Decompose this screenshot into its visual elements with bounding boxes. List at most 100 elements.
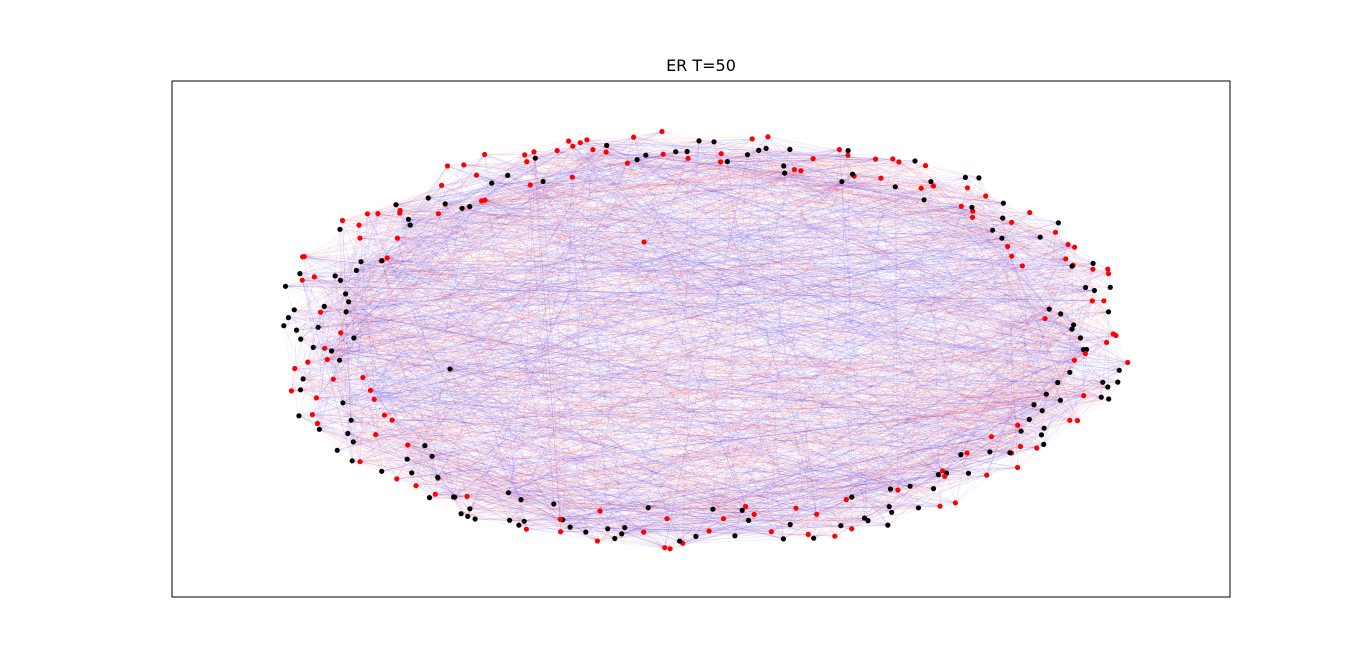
graph-edge — [834, 222, 1012, 537]
graph-edge — [783, 386, 1108, 540]
graph-edge — [314, 276, 571, 528]
graph-edge — [327, 212, 1030, 360]
graph-node-black — [604, 142, 610, 148]
graph-edge — [346, 311, 1044, 445]
graph-edge — [569, 149, 791, 528]
graph-edge — [391, 138, 753, 421]
graph-edge — [783, 165, 1073, 267]
graph-edge — [560, 210, 973, 520]
graph-edge — [351, 419, 601, 512]
graph-edge — [1002, 217, 1095, 291]
graph-edge — [520, 181, 843, 500]
graph-node-black — [285, 315, 291, 321]
graph-edge — [356, 270, 598, 542]
nodes-layer — [281, 128, 1131, 552]
graph-edge — [299, 246, 1075, 274]
graph-edge — [307, 361, 1018, 468]
graph-edge — [745, 476, 945, 507]
graph-node-red — [367, 387, 374, 393]
graph-edge — [524, 436, 992, 522]
graph-edge — [340, 145, 573, 281]
graph-edge — [961, 206, 1047, 395]
graph-edge — [298, 415, 439, 479]
graph-edge — [475, 518, 563, 521]
graph-edge — [813, 158, 894, 539]
graph-edge — [568, 140, 911, 487]
graph-edge — [508, 492, 561, 520]
graph-edge — [637, 159, 1075, 248]
graph-edge — [444, 203, 587, 533]
graph-edge — [467, 474, 987, 517]
graph-edge — [347, 433, 939, 475]
graph-edge — [507, 175, 571, 528]
graph-edge — [723, 149, 791, 519]
graph-edge — [509, 518, 724, 521]
graph-edge — [508, 207, 973, 493]
graph-edge — [370, 390, 1084, 396]
graph-edge — [741, 188, 922, 511]
graph-node-black — [425, 195, 431, 201]
graph-edge — [314, 276, 852, 530]
graph-edge — [438, 175, 508, 214]
graph-edge — [296, 184, 531, 331]
graph-node-black — [711, 139, 717, 145]
graph-edge — [839, 149, 1038, 449]
graph-edge — [712, 181, 843, 510]
graph-edge — [432, 335, 1116, 457]
graph-edge — [800, 170, 809, 535]
graph-edge — [362, 377, 376, 435]
graph-edge — [914, 160, 1045, 429]
graph-edge — [747, 154, 1061, 315]
graph-edge — [939, 187, 968, 507]
graph-edge — [397, 212, 400, 239]
graph-edge — [682, 404, 1035, 544]
graph-edge — [347, 433, 743, 511]
graph-edge — [335, 264, 1074, 277]
graph-edge — [790, 333, 1114, 525]
graph-edge — [299, 273, 1128, 363]
graph-edge — [1044, 232, 1056, 319]
graph-edge — [1043, 382, 1103, 445]
graph-edge — [358, 224, 680, 542]
graph-edge — [319, 429, 554, 505]
graph-node-black — [346, 299, 352, 305]
graph-edge — [812, 158, 1081, 339]
graph-edge — [367, 213, 1073, 267]
graph-edge — [396, 404, 1035, 480]
graph-edge — [302, 256, 961, 455]
graph-edge — [484, 154, 555, 505]
graph-edge — [633, 137, 743, 511]
graph-edge — [340, 332, 941, 507]
graph-edge — [475, 360, 1075, 520]
graph-edge — [524, 154, 724, 519]
graph-edge — [467, 496, 622, 535]
graph-edge — [813, 507, 919, 539]
graph-edge — [606, 138, 753, 146]
graph-node-black — [447, 366, 453, 372]
graph-edge — [340, 280, 439, 479]
graph-node-red — [397, 207, 403, 214]
graph-edge — [972, 217, 1117, 336]
graph-edge — [335, 158, 876, 277]
graph-edge — [342, 150, 558, 221]
graph-edge — [713, 138, 753, 143]
graph-edge — [727, 161, 784, 539]
graph-edge — [509, 300, 1104, 521]
graph-edge — [331, 150, 849, 352]
graph-edge — [808, 177, 980, 535]
graph-edge — [476, 174, 1086, 354]
graph-edge — [508, 467, 1018, 493]
graph-node-black — [782, 170, 788, 176]
graph-edge — [560, 185, 934, 532]
graph-edge — [758, 150, 1128, 363]
graph-edge — [346, 217, 973, 313]
graph-edge — [524, 467, 1018, 522]
graph-edge — [542, 181, 772, 532]
graph-edge — [679, 524, 791, 542]
graph-edge — [298, 185, 934, 417]
graph-edge — [342, 268, 1108, 404]
graph-edge — [661, 131, 1075, 361]
graph-edge — [909, 300, 1093, 487]
graph-edge — [875, 159, 919, 508]
